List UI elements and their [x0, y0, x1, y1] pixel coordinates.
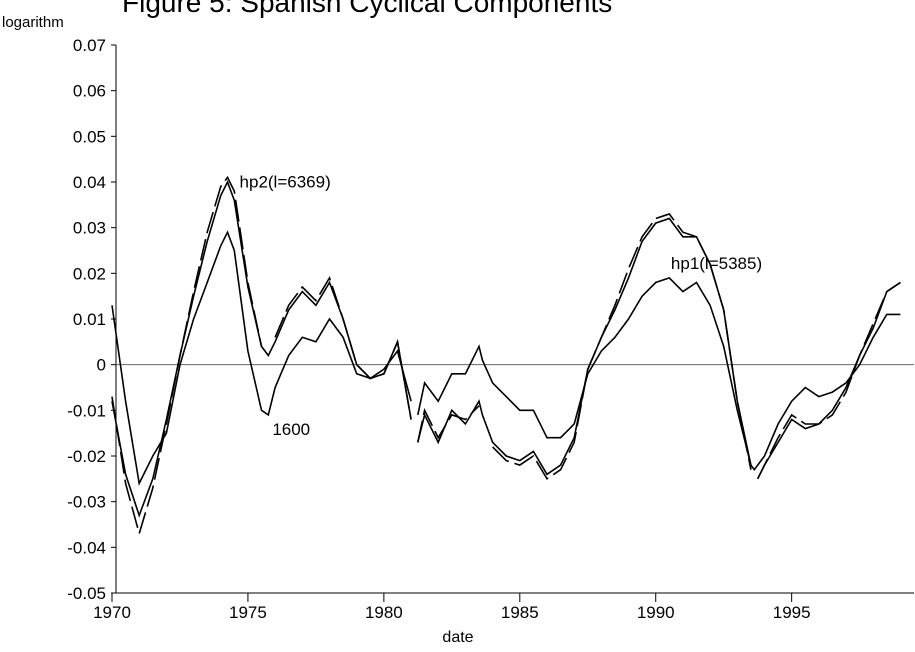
chart-title: Figure 5: Spanish Cyclical Components [122, 0, 612, 18]
y-tick-label: 0.02 [73, 264, 106, 283]
line-annotation: hp2(l=6369) [240, 172, 331, 191]
series-line [111, 175, 901, 537]
x-tick-label: 1995 [773, 603, 811, 622]
line-annotation: hp1(l=5385) [671, 254, 762, 273]
y-tick-label: 0.07 [73, 36, 106, 55]
y-tick-label: -0.05 [67, 584, 106, 603]
y-tick-label: -0.04 [67, 538, 106, 557]
y-tick-label: -0.01 [67, 401, 106, 420]
y-tick-label: 0.01 [73, 310, 106, 329]
y-tick-label: -0.03 [67, 493, 106, 512]
y-tick-label: 0.05 [73, 127, 106, 146]
x-tick-label: 1985 [501, 603, 539, 622]
x-tick-label: 1990 [637, 603, 675, 622]
series-line [111, 230, 901, 486]
x-tick-label: 1980 [365, 603, 403, 622]
x-axis-label: date [442, 629, 473, 646]
y-tick-label: 0 [97, 356, 106, 375]
y-axis-label: logarithm [2, 14, 64, 31]
y-tick-label: -0.02 [67, 447, 106, 466]
y-tick-label: 0.06 [73, 82, 106, 101]
x-tick-label: 1975 [229, 603, 267, 622]
x-tick-label: 1970 [93, 603, 131, 622]
line-annotation: 1600 [272, 420, 310, 439]
series-line [111, 179, 901, 518]
y-tick-label: 0.03 [73, 219, 106, 238]
y-tick-label: 0.04 [73, 173, 106, 192]
